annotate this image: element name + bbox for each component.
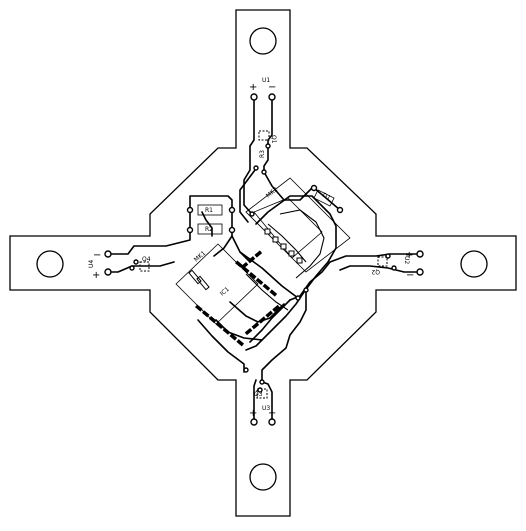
label-ic: IC1 <box>219 286 231 298</box>
mk1-pads <box>188 269 210 291</box>
label-r3: R3 <box>259 150 266 158</box>
ic-pads <box>195 250 280 347</box>
pad-u4-minus <box>104 250 112 258</box>
label-u3-plus: + <box>249 408 257 419</box>
r1-body <box>197 204 223 216</box>
label-q4: Q4 <box>142 256 151 263</box>
mk1-outline <box>175 243 259 325</box>
label-u3: U3 <box>262 405 270 412</box>
pad-u3-minus <box>268 418 276 426</box>
label-u4-plus: + <box>92 270 100 281</box>
label-u2-plus: + <box>405 250 413 261</box>
pad-u1-plus <box>250 93 258 101</box>
pads <box>104 93 424 426</box>
mounting-hole-top <box>249 27 277 55</box>
r2-body <box>197 223 223 235</box>
traces <box>107 96 421 423</box>
label-u4: U4 <box>88 260 95 268</box>
pad-u4-plus <box>104 268 112 276</box>
label-d1: D1 <box>321 192 332 202</box>
label-q3: Q3 <box>254 391 263 398</box>
ic-inner-outline <box>253 197 323 259</box>
q1-footprint <box>258 130 270 141</box>
labels: U1 + − U3 + − U4 − + U2 + − Q1 Q3 Q4 Q2 … <box>88 77 414 419</box>
mounting-hole-bottom <box>249 463 277 491</box>
components <box>175 177 351 325</box>
q4-footprint <box>139 261 150 272</box>
pad-u2-plus <box>416 250 424 258</box>
label-u2: U2 <box>403 256 410 264</box>
d1-body <box>313 189 335 207</box>
mounting-hole-left <box>36 250 64 278</box>
label-u2-minus: − <box>406 270 414 281</box>
inner-traces <box>245 209 325 311</box>
label-u1: U1 <box>262 77 270 84</box>
mk2-outline <box>245 177 351 273</box>
mk2-pads <box>264 228 303 264</box>
label-u3-minus: − <box>268 408 276 419</box>
pad-u2-minus <box>416 268 424 276</box>
label-r1: R1 <box>205 207 213 214</box>
label-q1: Q1 <box>270 135 277 144</box>
pad-u3-plus <box>250 418 258 426</box>
pad-u1-minus <box>268 93 276 101</box>
board-outline <box>9 9 517 517</box>
q2-footprint <box>377 256 388 267</box>
label-u4-minus: − <box>93 250 101 261</box>
mounting-hole-right <box>460 250 488 278</box>
label-u1-minus: − <box>268 82 276 93</box>
label-u1-plus: + <box>249 82 257 93</box>
label-q2: Q2 <box>371 268 380 275</box>
label-r2: R2 <box>205 226 213 233</box>
